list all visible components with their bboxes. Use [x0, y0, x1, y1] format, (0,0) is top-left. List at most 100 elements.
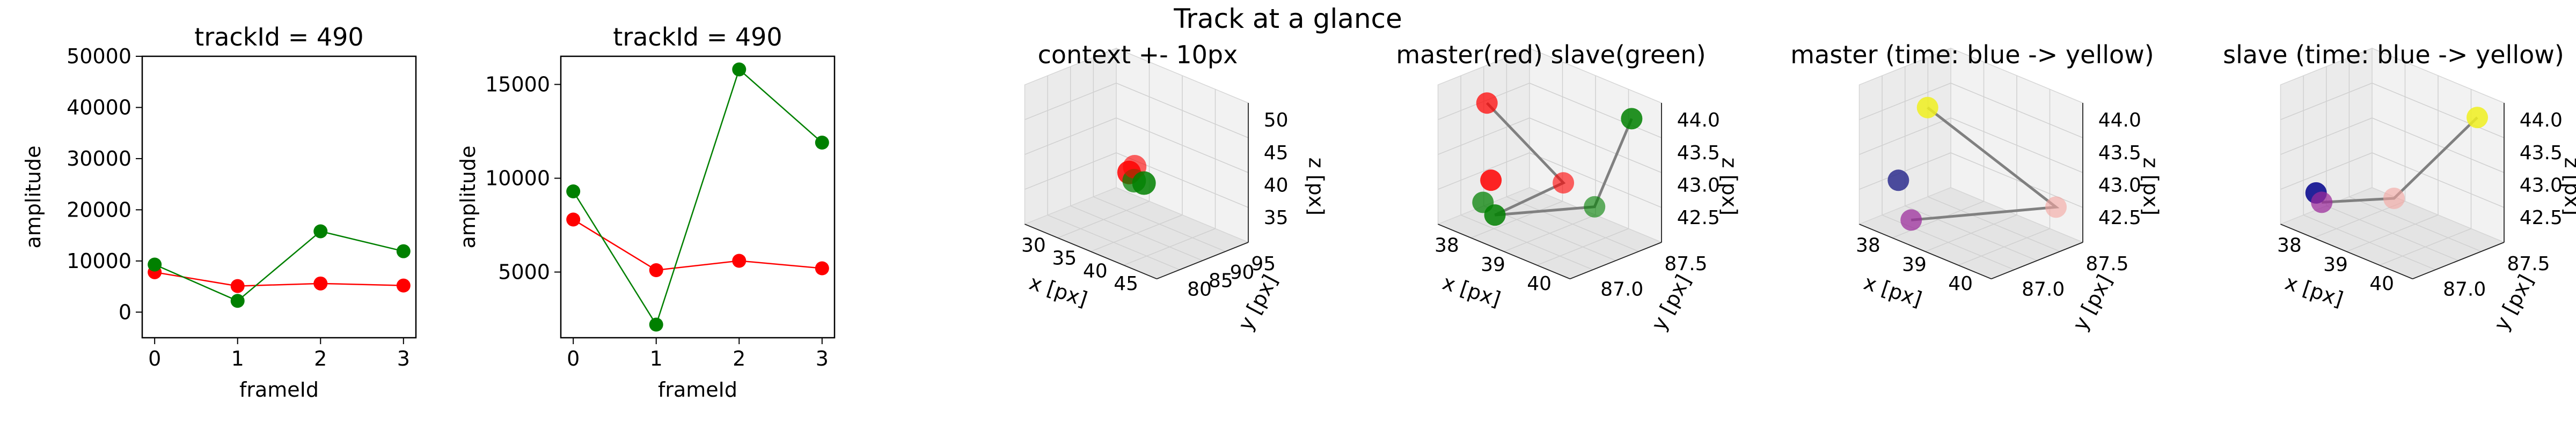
scatter-point [1887, 169, 1909, 191]
scatter-point [1476, 92, 1498, 114]
grid-line [1950, 83, 2083, 138]
chart-title: trackId = 490 [194, 23, 363, 51]
z-tick-label: 50 [1264, 109, 1289, 131]
y-axis-label: y [px] [1646, 271, 1695, 335]
y-tick-label: 85 [1209, 270, 1233, 292]
y-tick-label: 87.5 [2085, 253, 2128, 275]
chart-title: master(red) slave(green) [1396, 40, 1706, 69]
z-tick-label: 44.0 [1677, 109, 1720, 131]
plot-frame [141, 55, 417, 339]
z-tick-label: 42.5 [2520, 207, 2563, 229]
z-tick-label: 43.0 [2098, 174, 2141, 196]
chart-title: trackId = 490 [613, 23, 782, 51]
figure-suptitle: Track at a glance [1173, 3, 1402, 34]
grid-line [1859, 117, 1951, 155]
scatter-point [2311, 191, 2333, 213]
chart-title: master (time: blue -> yellow) [1790, 40, 2154, 69]
y-axis-line [1570, 242, 1662, 280]
scatter-point [1621, 108, 1643, 130]
scatter-point [1132, 171, 1156, 195]
data-point-slave [148, 257, 162, 272]
scatter-point [2045, 196, 2067, 218]
x-tick-label: 1 [650, 347, 663, 370]
chart-title: context +- 10px [1038, 40, 1238, 69]
z-tick-label: 44.0 [2520, 109, 2563, 131]
grid-line [1091, 214, 1183, 252]
grid-line [1024, 83, 1117, 120]
scatter3d-chart-3: 38 39 40 87.0 87.5 42.5 43.0 43.5 44.0 x [px] y [p… [1790, 40, 2162, 335]
y-axis-label: amplitude [456, 145, 480, 248]
x-axis-line [2280, 224, 2413, 280]
grid-line [1529, 83, 1662, 138]
scatter-point [1480, 169, 1502, 191]
z-tick-label: 43.0 [1677, 174, 1720, 196]
x-tick-label: 39 [1481, 254, 1505, 276]
x-tick-label: 45 [1114, 273, 1138, 295]
y-tick-label: 30000 [67, 147, 131, 170]
x-tick-label: 40 [1527, 273, 1552, 295]
data-point-slave [815, 136, 829, 150]
y-tick-label: 0 [119, 300, 131, 324]
series-line-slave [154, 231, 404, 302]
grid-line [2303, 214, 2436, 270]
grid-line [1460, 214, 1593, 270]
grid-line [2280, 83, 2373, 120]
x-tick-label: 0 [148, 347, 161, 370]
z-axis-label: z [px] [1717, 158, 1741, 216]
z-tick-label: 43.5 [1677, 142, 1720, 164]
x-tick-label: 38 [2277, 235, 2302, 257]
grid-line [2280, 117, 2373, 155]
y-tick-label: 87.5 [1664, 253, 1707, 275]
y-tick-label: 87.0 [2022, 279, 2065, 301]
y-tick-label: 10000 [485, 167, 550, 190]
grid-line [2379, 228, 2471, 266]
line-chart-2: 0 1 2 3 5000 10000 15000 trackId = 490 frameId am… [456, 23, 836, 402]
z-tick-label: 42.5 [1677, 207, 1720, 229]
z-tick-label: 35 [1264, 207, 1289, 229]
y-axis-label: amplitude [21, 145, 45, 248]
data-point-slave [313, 224, 328, 239]
series-line-master [154, 271, 404, 287]
y-tick-label: 87.0 [1600, 279, 1643, 301]
x-axis-label: x [px] [1440, 271, 1504, 311]
grid-line [1116, 83, 1249, 138]
grid-line [1116, 117, 1249, 173]
grid-line [1925, 214, 2017, 252]
y-axis-label: y [px] [2068, 271, 2117, 335]
scatter-point [1472, 191, 1494, 213]
z-tick-label: 40 [1264, 174, 1289, 196]
x-tick-label: 39 [1902, 254, 1927, 276]
x-tick-label: 39 [2323, 254, 2348, 276]
x-tick-label: 30 [1021, 235, 1046, 257]
x-tick-label: 40 [2369, 273, 2394, 295]
x-tick-label: 40 [1948, 273, 1973, 295]
data-point-master [815, 261, 829, 276]
x-tick-label: 3 [397, 347, 410, 370]
y-tick-label: 80 [1187, 279, 1212, 301]
data-point-master [649, 263, 663, 277]
x-axis-label: frameId [658, 378, 737, 402]
scatter-point [1584, 196, 1606, 218]
y-tick-label: 40000 [67, 95, 131, 119]
y-axis-line [1991, 242, 2083, 280]
scatter-point [1900, 209, 1922, 231]
data-point-master [396, 278, 411, 293]
grid-line [2372, 83, 2505, 138]
y-tick-label: 15000 [485, 73, 550, 96]
z-axis-label: z [px] [1304, 158, 1328, 216]
x-tick-label: 1 [231, 347, 244, 370]
grid-line [1950, 117, 2083, 173]
data-point-master [230, 279, 245, 293]
z-tick-label: 43.5 [2098, 142, 2141, 164]
data-point-master [732, 254, 747, 268]
data-point-master [566, 212, 581, 227]
scatter-point [1553, 172, 1575, 194]
x-axis-label: frameId [239, 378, 319, 402]
plot-frame [560, 55, 836, 339]
y-tick-label: 10000 [67, 249, 131, 273]
line-chart-1: 0 1 2 3 0 10000 20000 30000 40000 50000 trackId = … [21, 23, 417, 402]
z-axis-label: z [px] [2560, 158, 2576, 216]
y-tick-label: 50000 [67, 44, 131, 68]
grid-line [2372, 117, 2505, 173]
series-line-slave [573, 68, 823, 326]
